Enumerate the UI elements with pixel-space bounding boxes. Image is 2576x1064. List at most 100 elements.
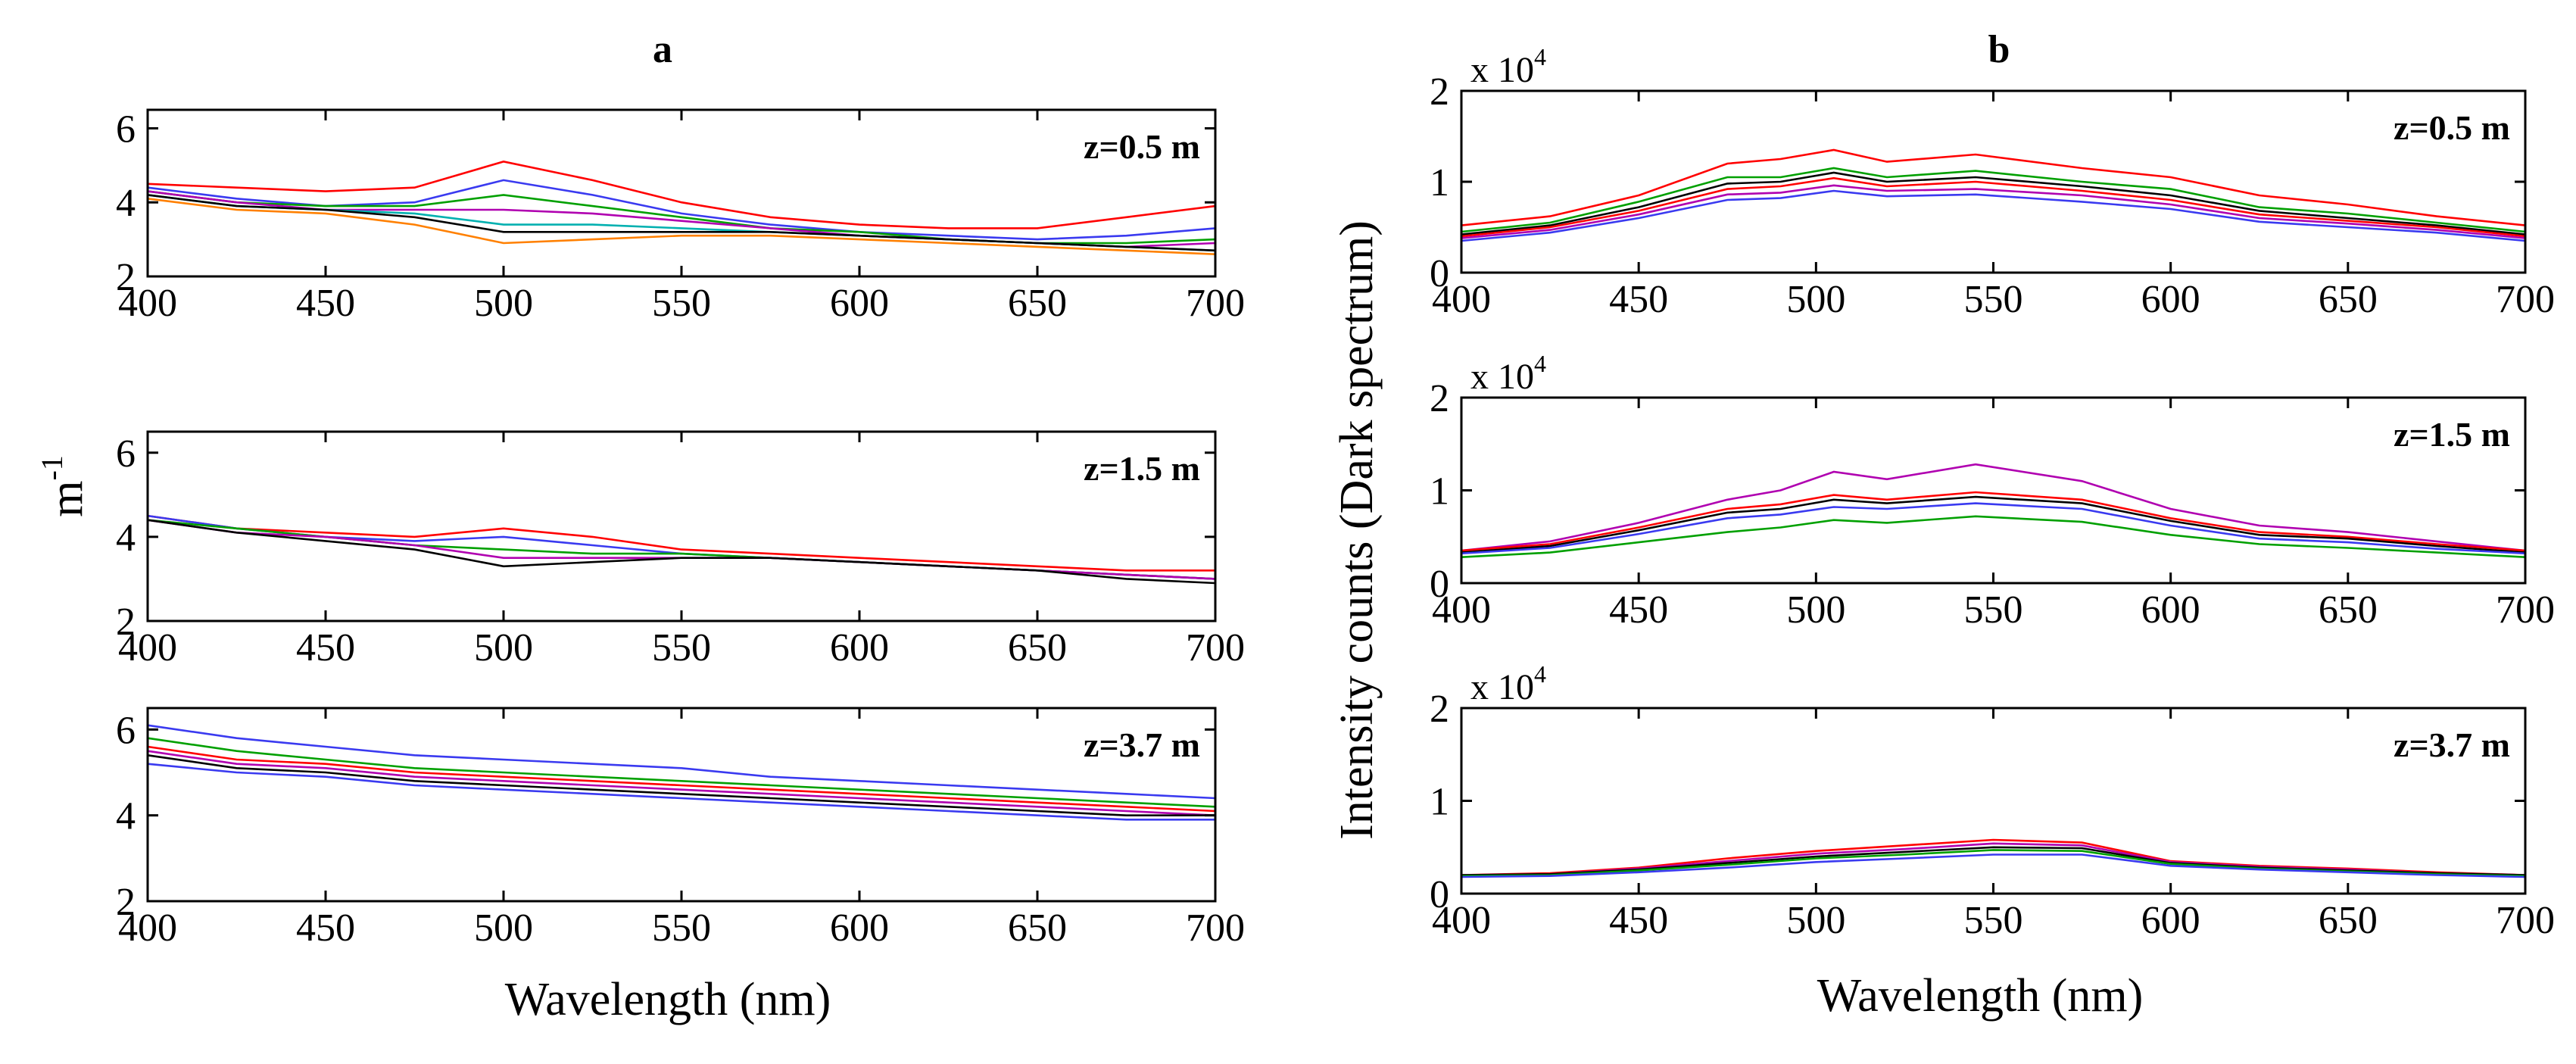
panel-b-subplot-2-xtick-label-3: 500 <box>1786 588 1845 632</box>
panel-a-subplot-3: 400 450 500 550 600 650 700 2 4 6 z=3.7 m <box>116 707 1245 950</box>
panel-b-subplot-3-series-5 <box>1461 853 2526 878</box>
panel-b-subplot-3-multiplier-base: x 10 <box>1470 667 1534 707</box>
panel-a-subplot-2-xtick-label-4: 550 <box>652 626 711 669</box>
panel-b-subplot-1-series-5 <box>1461 184 2526 239</box>
panel-a-subplot-3-xtick-label-3: 500 <box>474 906 533 950</box>
panel-a-subplot-3-series-6 <box>147 763 1215 821</box>
panel-a-subplot-1-series-6 <box>147 194 1216 252</box>
panel-a-subplot-3-series-2 <box>147 737 1216 808</box>
panel-b-subplot-2-multiplier: x 104 <box>1470 350 1546 397</box>
panel-b-subplot-1-ytick-label-3: 2 <box>1430 70 1449 114</box>
panel-b-subplot-1-multiplier-exponent: 4 <box>1534 43 1546 70</box>
panel-b-subplot-2-depth-label: z=1.5 m <box>2394 415 2510 454</box>
panel-a: a m-1 Wavelength (nm) 400 450 500 550 600 650… <box>35 28 1245 1025</box>
panel-a-subplot-2-ytick-label-1: 2 <box>116 601 136 644</box>
panel-b-subplot-1-series-6 <box>1461 189 2526 242</box>
panel-b-subplot-2-multiplier-exponent: 4 <box>1534 350 1546 377</box>
panel-a-subplot-3-xtick-label-6: 650 <box>1008 906 1067 950</box>
panel-a-subplot-2-ytick-label-2: 4 <box>116 516 136 560</box>
panel-a-subplot-1-series-1 <box>147 161 1216 229</box>
panel-b-subplot-1-xtick-label-4: 550 <box>1964 278 2023 321</box>
panel-b-subplot-1-ytick-label-2: 1 <box>1430 161 1449 204</box>
panel-a-subplot-1-xtick-label-5: 600 <box>830 282 889 325</box>
panel-a-subplot-3-xtick-label-4: 550 <box>652 906 711 950</box>
panel-b-subplot-3-multiplier: x 104 <box>1470 660 1546 707</box>
panel-b-subplot-2-ytick-label-3: 2 <box>1430 377 1449 420</box>
panel-a-subplot-1-ytick-label-1: 2 <box>116 256 136 299</box>
panel-b-subplot-2: 400 450 500 550 600 650 700 0 1 2 z=1.5 m x 104 <box>1430 350 2555 632</box>
panel-a-subplot-1: 400 450 500 550 600 650 700 2 4 6 z=0.5 m <box>116 108 1245 325</box>
panel-a-ylabel: m-1 <box>35 455 92 517</box>
panel-a-subplot-2-xtick-label-3: 500 <box>474 626 533 669</box>
panel-a-subplot-2-depth-label: z=1.5 m <box>1084 449 1200 488</box>
panel-b-subplot-1-multiplier: x 104 <box>1470 43 1546 90</box>
panel-b-subplot-3-multiplier-exponent: 4 <box>1534 660 1546 688</box>
panel-a-subplot-3-depth-label: z=3.7 m <box>1084 725 1200 764</box>
panel-a-subplot-1-xtick-label-4: 550 <box>652 282 711 325</box>
panel-a-subplot-2-series-2 <box>147 514 1216 580</box>
panel-b-subplot-3-ytick-label-2: 1 <box>1430 781 1449 824</box>
panel-a-subplot-2-xtick-label-1: 400 <box>118 626 177 669</box>
panel-b-subplot-3-frame <box>1460 707 2527 895</box>
panel-b-subplot-3-xtick-label-2: 450 <box>1609 899 1668 942</box>
panel-b-subplot-1-series-3 <box>1461 171 2526 236</box>
panel-a-subplot-2-xtick-label-7: 700 <box>1186 626 1245 669</box>
panel-b-subplot-2-ytick-label-2: 1 <box>1430 470 1449 513</box>
panel-b-subplot-1-multiplier-base: x 10 <box>1470 50 1534 90</box>
panel-b-subplot-2-frame <box>1460 396 2527 585</box>
panel-b-subplot-2-xtick-label-4: 550 <box>1964 588 2023 632</box>
panel-a-subplot-1-xtick-label-3: 500 <box>474 282 533 325</box>
panel-b-subplot-3-depth-label: z=3.7 m <box>2394 725 2510 764</box>
panel-a-subplot-3-xtick-label-7: 700 <box>1186 906 1245 950</box>
panel-b-subplot-3-ytick-label-1: 0 <box>1430 873 1449 916</box>
panel-a-subplot-3-xtick-label-1: 400 <box>118 906 177 950</box>
panel-b-subplot-2-series-1 <box>1461 463 2526 552</box>
panel-b-subplot-1-xtick-label-5: 600 <box>2141 278 2200 321</box>
panel-b-subplot-2-xtick-label-6: 650 <box>2319 588 2378 632</box>
panel-b-subplot-1: 400 450 500 550 600 650 700 0 1 2 z=0.5 m x 104 <box>1430 43 2555 321</box>
panel-a-subplot-3-series-5 <box>147 754 1215 816</box>
panel-b-subplot-2-xtick-label-1: 400 <box>1432 588 1491 632</box>
panel-a-subplot-2-series-5 <box>147 519 1216 585</box>
panel-a-subplot-3-ytick-label-1: 2 <box>116 881 136 924</box>
panel-a-subplot-2: 400 450 500 550 600 650 700 2 4 6 z=1.5 m <box>116 430 1245 669</box>
panel-b-subplot-3-xtick-label-3: 500 <box>1786 899 1845 942</box>
panel-a-subplot-3-ytick-label-2: 4 <box>116 795 136 838</box>
panel-a-subplot-2-ytick-label-3: 6 <box>116 432 136 476</box>
panel-b-subplot-1-series-4 <box>1461 176 2526 238</box>
panel-b-subplot-3-xtick-label-6: 650 <box>2319 899 2378 942</box>
panel-b-subplot-2-xtick-label-2: 450 <box>1609 588 1668 632</box>
panel-a-subplot-3-xtick-label-5: 600 <box>830 906 889 950</box>
panel-b-subplot-3-ytick-label-3: 2 <box>1430 688 1449 731</box>
panel-b-subplot-3-xtick-label-5: 600 <box>2141 899 2200 942</box>
panel-a-subplot-1-xtick-label-6: 650 <box>1008 282 1067 325</box>
panel-b-subplot-2-xtick-label-5: 600 <box>2141 588 2200 632</box>
panel-a-subplot-1-ytick-label-3: 6 <box>116 108 136 151</box>
panel-a-subplot-3-frame <box>146 707 1217 903</box>
panel-a-ylabel-base: m <box>41 481 92 517</box>
panel-b-subplot-3-xtick-label-1: 400 <box>1432 899 1491 942</box>
panel-a-subplot-3-xtick-label-2: 450 <box>296 906 355 950</box>
panel-b-subplot-3-xtick-label-4: 550 <box>1964 899 2023 942</box>
panel-a-subplot-1-series-7 <box>147 198 1216 255</box>
panel-a-subplot-2-xtick-label-2: 450 <box>296 626 355 669</box>
panel-b-subplot-3: 400 450 500 550 600 650 700 0 1 2 z=3.7 m x 104 <box>1430 660 2555 942</box>
panel-b-ylabel: Intensity counts (Dark spectrum) <box>1331 220 1383 840</box>
panel-a-xlabel: Wavelength (nm) <box>505 974 831 1025</box>
panel-b-subplot-1-xtick-label-2: 450 <box>1609 278 1668 321</box>
panel-a-subplot-2-xtick-label-5: 600 <box>830 626 889 669</box>
panel-b-subplot-1-frame <box>1460 89 2527 274</box>
panel-b-subplot-3-xtick-label-7: 700 <box>2496 899 2555 942</box>
panel-a-subplot-3-series-4 <box>147 750 1216 816</box>
panel-b-subplot-2-series-3 <box>1461 495 2526 554</box>
panel-a-subplot-1-xtick-label-2: 450 <box>296 282 355 325</box>
panel-a-subplot-1-frame <box>146 108 1217 278</box>
panel-a-subplot-3-series-1 <box>147 724 1216 800</box>
panel-b-subplot-1-series-1 <box>1461 148 2526 226</box>
panel-b-subplot-2-series-4 <box>1461 502 2526 555</box>
panel-b-subplot-2-series-5 <box>1461 515 2526 558</box>
panel-a-tag: a <box>653 28 672 71</box>
panel-a-subplot-1-xtick-label-7: 700 <box>1186 282 1245 325</box>
panel-a-subplot-1-ytick-label-2: 4 <box>116 182 136 225</box>
